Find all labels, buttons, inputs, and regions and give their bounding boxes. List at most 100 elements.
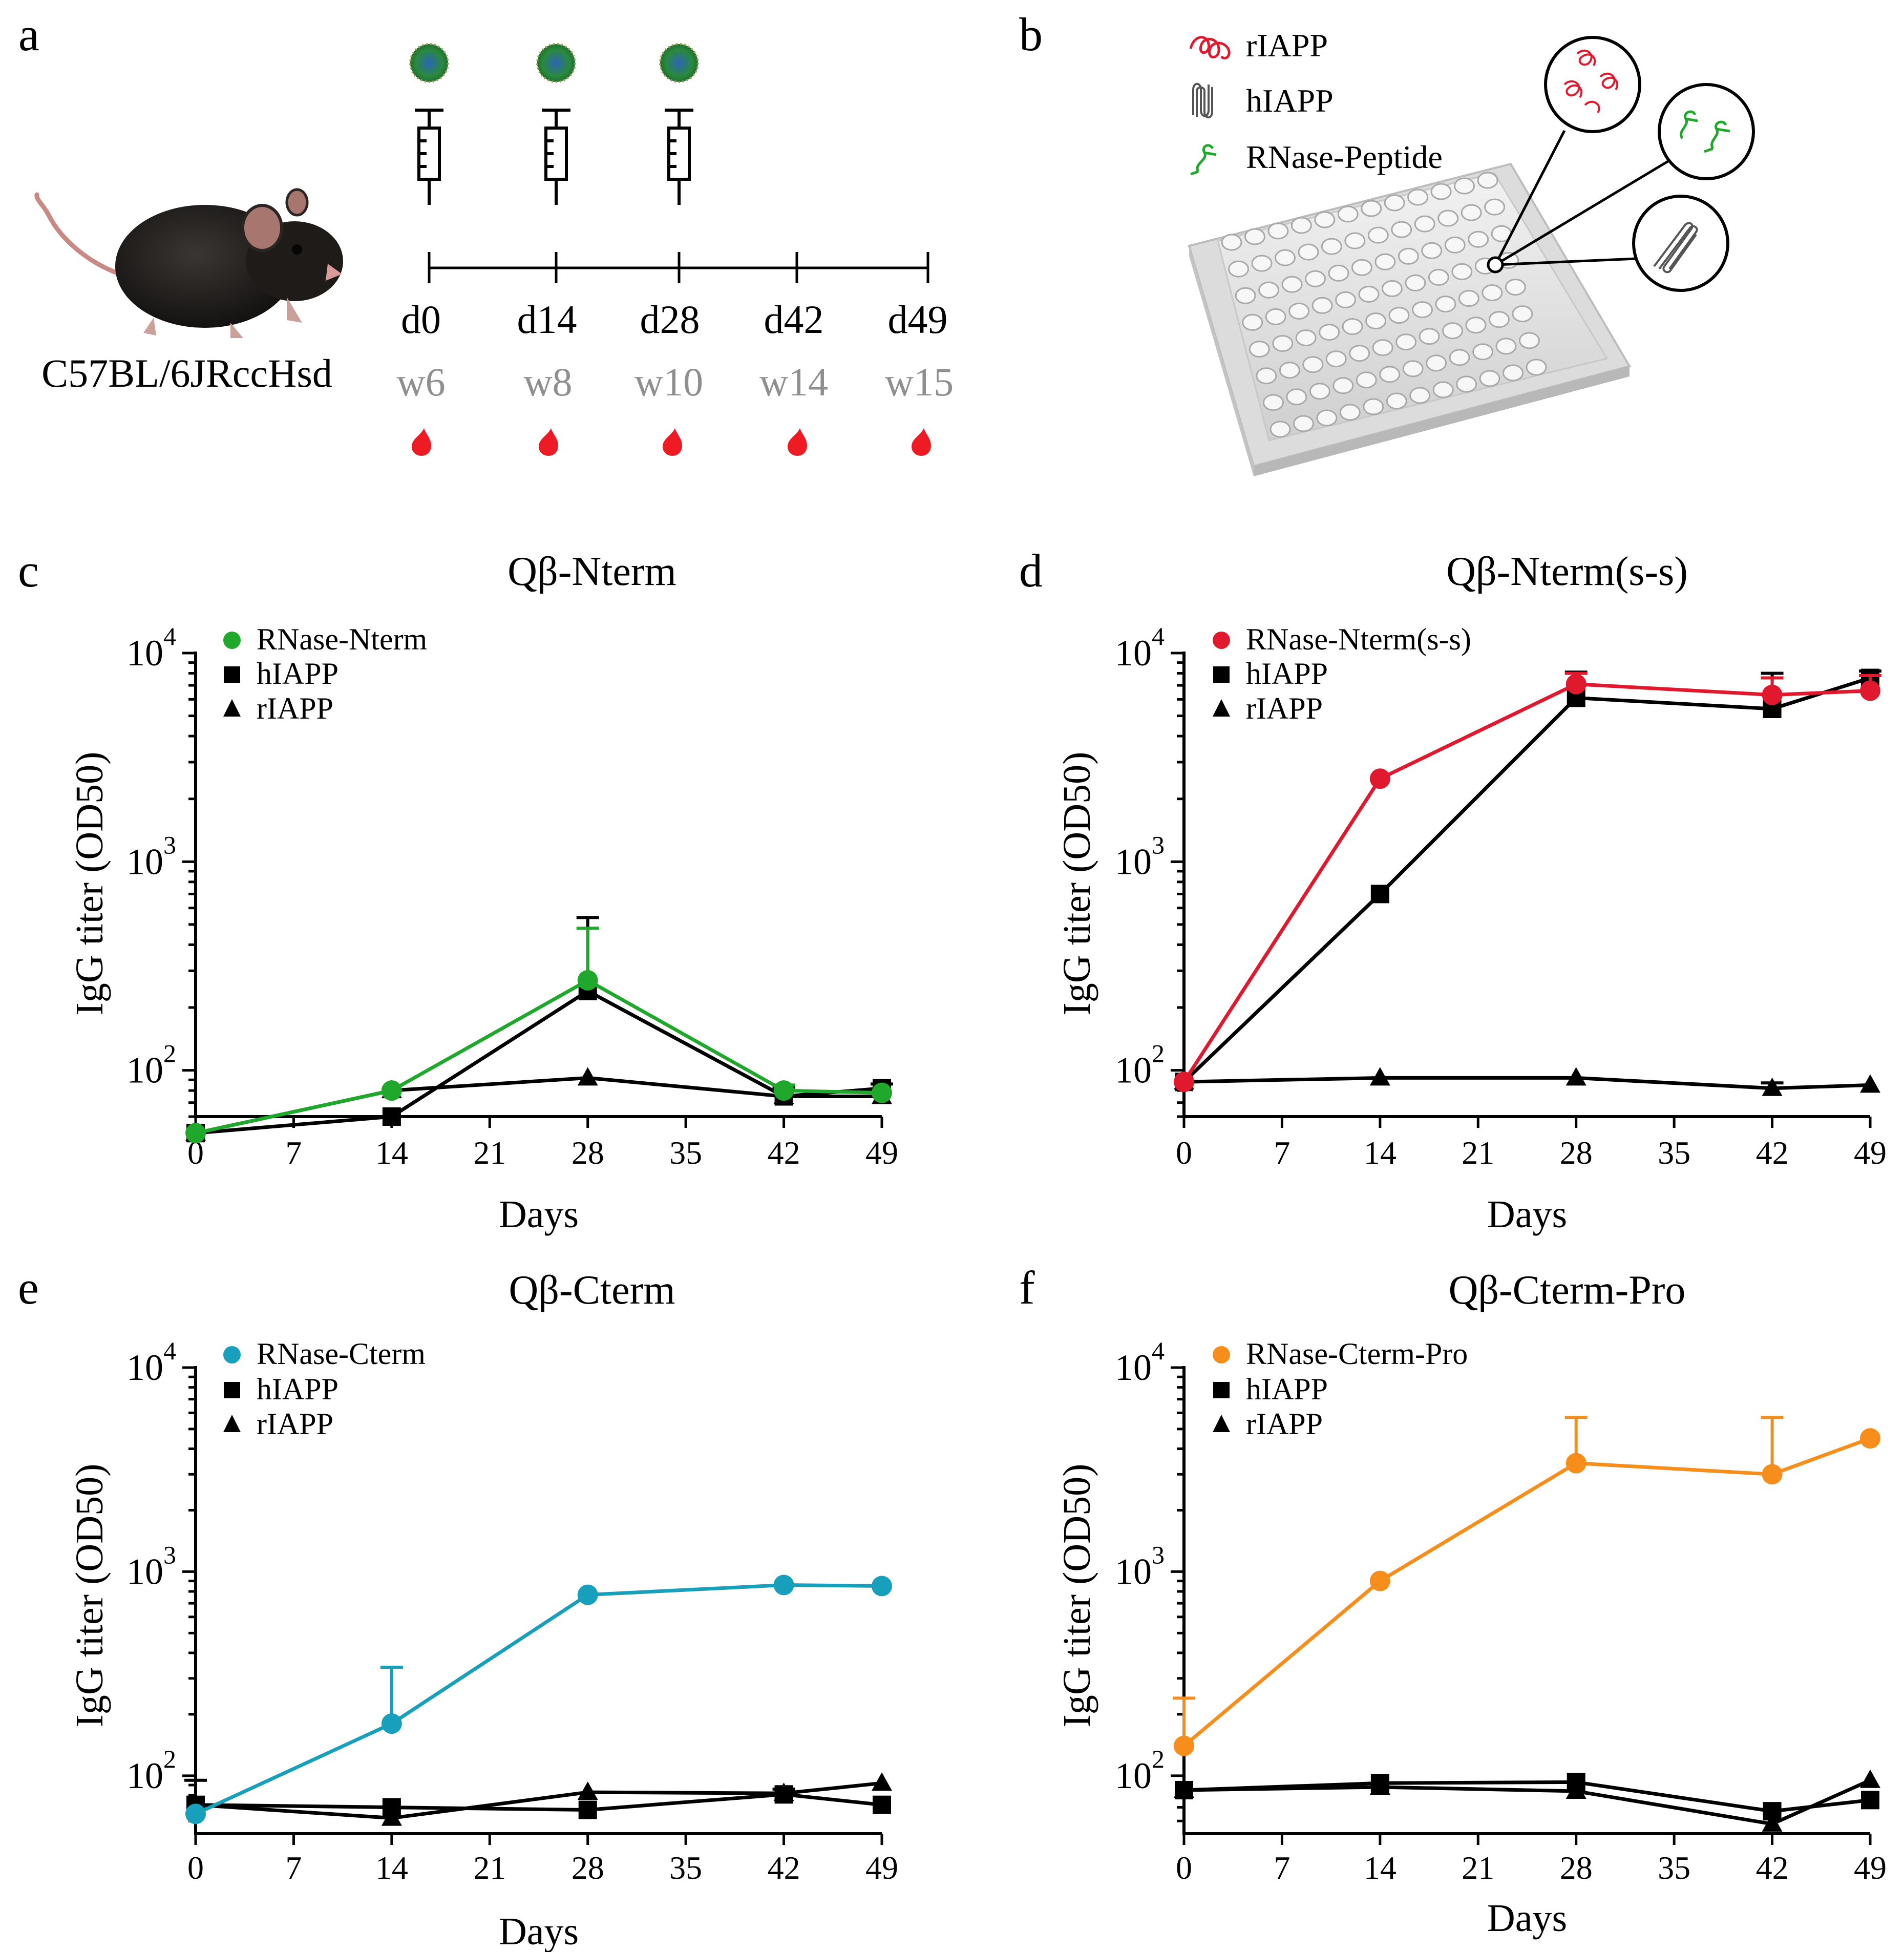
data-point-triangle <box>872 1772 892 1791</box>
syringe-icon <box>415 109 693 205</box>
x-tick-label: 14 <box>375 1135 408 1171</box>
plate-well <box>1319 324 1340 341</box>
plate-well <box>1363 398 1384 415</box>
data-point-triangle <box>1860 1074 1880 1093</box>
legend-label: RNase-Cterm-Pro <box>1246 1337 1468 1371</box>
plate-well <box>1409 387 1431 404</box>
panel-b: b rIAPP hIAPP RNase-Peptide <box>1019 8 1755 476</box>
plate-well <box>1386 392 1407 410</box>
x-tick-label: 21 <box>1462 1135 1494 1171</box>
legend-label: hIAPP <box>1246 657 1328 690</box>
x-axis-label: Days <box>1487 1193 1567 1236</box>
x-tick-label: 42 <box>1756 1850 1789 1886</box>
chart-title: Qβ-Cterm-Pro <box>1449 1268 1686 1313</box>
data-point-circle <box>185 1803 206 1824</box>
plate-well <box>1374 253 1396 270</box>
data-point-triangle <box>577 1067 598 1086</box>
plate-well <box>1426 354 1447 372</box>
plate-well <box>1291 217 1312 234</box>
plate-well <box>1391 221 1412 238</box>
week-label: w10 <box>634 360 703 404</box>
plate-well <box>1388 307 1410 324</box>
plate-well <box>1482 284 1503 302</box>
legend-marker-circle <box>223 1346 241 1363</box>
timeline <box>428 252 929 283</box>
legend-marker-triangle <box>1213 699 1230 717</box>
x-tick-label: 49 <box>1854 1850 1887 1886</box>
legend-hIAPP-label: hIAPP <box>1246 82 1334 119</box>
plate-well <box>1339 404 1361 421</box>
plate-well <box>1328 264 1349 282</box>
plate-well <box>1342 318 1363 335</box>
y-axis-label: IgG titer (OD50) <box>68 1464 111 1728</box>
plate-well <box>1258 281 1280 299</box>
timeline-days: d0 d14 d28 d42 d49 <box>401 297 948 342</box>
plate-well <box>1335 291 1357 308</box>
panel-letter: c <box>18 544 39 597</box>
x-tick-label: 49 <box>1854 1135 1887 1171</box>
x-tick-label: 7 <box>1274 1850 1290 1886</box>
x-axis-label: Days <box>1487 1897 1567 1940</box>
plate-well <box>1228 260 1250 278</box>
data-point-circle <box>1369 768 1390 789</box>
chart-panel-d: d Qβ-Nterm(s-s) IgG titer (OD50) 0 7 14 21 28 35… <box>1019 544 1887 1236</box>
x-tick-label: 28 <box>572 1850 604 1886</box>
week-label: w6 <box>396 360 445 404</box>
sampled-well-icon <box>1487 256 1504 274</box>
legend-label: RNase-Nterm <box>257 622 427 656</box>
x-tick-label: 7 <box>285 1850 302 1886</box>
panel-b-letter: b <box>1019 8 1043 60</box>
data-point-square <box>578 1800 597 1819</box>
plate-well <box>1270 421 1291 438</box>
x-tick-label: 0 <box>187 1850 204 1886</box>
plate-well <box>1267 222 1289 240</box>
y-tick-label: 103 <box>126 1540 176 1592</box>
plate-well <box>1479 370 1500 387</box>
plate-well <box>1435 296 1456 313</box>
x-tick-label: 7 <box>285 1135 302 1171</box>
hIAPP-callout-icon <box>1632 195 1729 292</box>
legend-label: hIAPP <box>1246 1372 1328 1406</box>
plate-well <box>1249 341 1270 358</box>
plate-well <box>1325 350 1347 368</box>
panel-a: a C57BL/6JRccHsd <box>18 8 954 456</box>
panel-letter: d <box>1019 544 1043 597</box>
day-label: d49 <box>888 297 948 342</box>
plate-well <box>1407 188 1429 206</box>
plate-well <box>1432 381 1454 398</box>
plate-well <box>1526 359 1547 376</box>
chart-panel-e: e Qβ-Cterm IgG titer (OD50) 0 7 14 21 28 35 42 49 D… <box>18 1262 898 1952</box>
plate-well <box>1351 259 1372 276</box>
plate-well <box>1365 312 1387 330</box>
plate-well <box>1332 377 1354 394</box>
series-line-square <box>1182 676 1871 1083</box>
y-tick-label: 103 <box>1115 830 1165 882</box>
plate-well <box>1367 226 1389 244</box>
data-point-circle <box>773 1080 794 1101</box>
plate-well <box>1465 317 1487 334</box>
x-tick-label: 49 <box>865 1850 898 1886</box>
plate-well <box>1512 305 1533 323</box>
legend-marker-square <box>224 666 240 683</box>
plate-well <box>1361 200 1382 217</box>
panel-letter: f <box>1019 1262 1035 1314</box>
data-point-circle <box>381 1713 402 1734</box>
legend-marker-square <box>1213 666 1230 683</box>
blood-drop-icon <box>412 428 931 456</box>
legend-label: rIAPP <box>1246 1407 1323 1441</box>
plate-well <box>1379 366 1401 383</box>
x-tick-label: 21 <box>1462 1850 1494 1886</box>
series-line-circle <box>1182 1436 1871 1748</box>
callout-lines <box>1494 130 1672 266</box>
legend-label: rIAPP <box>257 1407 333 1441</box>
x-tick-label: 28 <box>572 1135 604 1171</box>
data-point-square <box>1763 1802 1782 1821</box>
plate-well <box>1428 268 1449 286</box>
y-tick-label: 104 <box>126 622 176 674</box>
legend-label: RNase-Cterm <box>257 1337 426 1371</box>
plate-well <box>1302 356 1324 373</box>
y-tick-label: 103 <box>1115 1540 1165 1592</box>
plate-well <box>1251 255 1273 272</box>
data-point-triangle <box>1762 1077 1783 1096</box>
